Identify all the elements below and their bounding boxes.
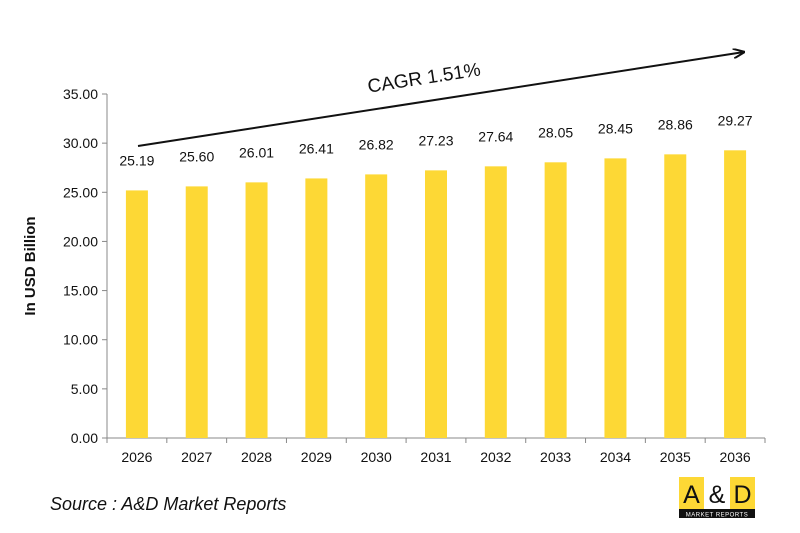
- bar-2036: [724, 150, 747, 438]
- cagr-label: CAGR 1.51%: [366, 59, 482, 97]
- data-label-2032: 27.64: [478, 128, 513, 144]
- data-label-2035: 28.86: [658, 116, 693, 132]
- x-tick-label: 2035: [660, 449, 691, 465]
- x-tick-label: 2028: [241, 449, 272, 465]
- svg-text:&: &: [709, 481, 726, 509]
- x-tick-label: 2034: [600, 449, 631, 465]
- svg-text:D: D: [733, 481, 751, 509]
- y-axis-label: In USD Billion: [22, 216, 39, 315]
- bar-2030: [365, 174, 388, 439]
- x-tick-label: 2036: [720, 449, 751, 465]
- x-tick-label: 2032: [480, 449, 511, 465]
- x-tick-label: 2027: [181, 449, 212, 465]
- data-label-2036: 29.27: [718, 112, 753, 128]
- bar-2026: [125, 190, 148, 438]
- svg-text:MARKET REPORTS: MARKET REPORTS: [686, 513, 748, 519]
- y-tick-label: 5.00: [71, 381, 98, 397]
- y-tick-label: 25.00: [63, 184, 98, 200]
- y-tick-label: 10.00: [63, 332, 98, 348]
- bar-2029: [305, 178, 328, 438]
- y-tick-label: 20.00: [63, 233, 98, 249]
- x-tick-label: 2029: [301, 449, 332, 465]
- y-axis: 0.00 5.00 10.00 15.00 20.00 25.00 30.00 35.00: [63, 86, 108, 446]
- x-tick-label: 2031: [420, 449, 451, 465]
- x-tick-label: 2026: [121, 449, 152, 465]
- data-label-2026: 25.19: [119, 152, 154, 168]
- data-labels: 25.19 25.60 26.01 26.41 26.82 27.23 27.64 28.05…: [119, 112, 752, 168]
- ad-market-reports-logo: A & D MARKET REPORTS: [679, 477, 755, 519]
- bar-2033: [544, 162, 567, 438]
- data-label-2033: 28.05: [538, 124, 573, 140]
- x-axis: 2026 2027 2028 2029 2030 2031 2032 2033 2034 2035…: [106, 437, 766, 465]
- bar-2035: [664, 154, 687, 439]
- bar-2032: [484, 166, 507, 438]
- data-label-2028: 26.01: [239, 144, 274, 160]
- x-tick-label: 2030: [361, 449, 392, 465]
- y-tick-label: 0.00: [71, 430, 98, 446]
- cagr-arrow: [137, 52, 744, 147]
- data-label-2027: 25.60: [179, 148, 214, 164]
- bar-2027: [185, 186, 208, 438]
- data-label-2034: 28.45: [598, 120, 633, 136]
- y-tick-label: 15.00: [63, 283, 98, 299]
- bar-2034: [604, 158, 627, 438]
- bars: [125, 150, 747, 439]
- y-tick-label: 30.00: [63, 135, 98, 151]
- x-tick-label: 2033: [540, 449, 571, 465]
- data-label-2029: 26.41: [299, 140, 334, 156]
- bar-2028: [245, 182, 268, 438]
- svg-text:A: A: [683, 481, 700, 509]
- data-label-2030: 26.82: [359, 136, 394, 152]
- y-tick-label: 35.00: [63, 86, 98, 102]
- source-note: Source : A&D Market Reports: [50, 494, 287, 514]
- data-label-2031: 27.23: [418, 132, 453, 148]
- bar-2031: [425, 170, 447, 439]
